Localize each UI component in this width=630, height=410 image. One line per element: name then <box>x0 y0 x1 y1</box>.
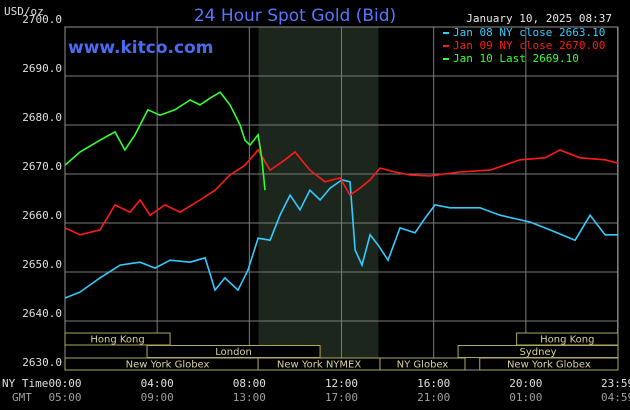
session-label: Hong Kong <box>90 335 144 346</box>
x-tick-label: 08:00 <box>233 377 266 390</box>
price-line <box>64 91 266 191</box>
legend-label: Jan 08 NY close 2663.10 <box>453 26 605 39</box>
gmt-tick-label: 09:00 <box>141 391 174 404</box>
price-line <box>64 148 619 236</box>
session-label: New York Globex <box>126 360 210 371</box>
legend-label: Jan 10 Last 2669.10 <box>453 52 579 65</box>
y-tick-label: 2660.0 <box>22 209 62 222</box>
gmt-tick-label: 01:00 <box>509 391 542 404</box>
watermark: www.kitco.com <box>68 38 213 58</box>
time-zone-label: NY Time <box>2 377 48 390</box>
legend-label: Jan 09 NY close 2670.00 <box>453 39 605 52</box>
x-tick-label: 00:00 <box>48 377 81 390</box>
y-tick-label: 2690.0 <box>22 62 62 75</box>
y-tick-label: 2680.0 <box>22 111 62 124</box>
session-box <box>64 332 171 346</box>
x-tick-label: 23:59 <box>601 377 630 390</box>
y-tick-label: 2650.0 <box>22 258 62 271</box>
x-tick-label: 16:00 <box>417 377 450 390</box>
unit-label: USD/oz <box>4 5 44 18</box>
session-box <box>479 357 619 371</box>
session-label: Hong Kong <box>540 335 594 346</box>
session-label: London <box>215 347 252 358</box>
x-tick-label: 04:00 <box>141 377 174 390</box>
chart-title: 24 Hour Spot Gold (Bid) <box>194 6 396 26</box>
price-line <box>64 179 618 299</box>
x-tick-label: 12:00 <box>325 377 358 390</box>
y-tick-label: 2640.0 <box>22 307 62 320</box>
y-tick-label: 2670.0 <box>22 160 62 173</box>
x-tick-label: 20:00 <box>509 377 542 390</box>
gmt-tick-label: 13:00 <box>233 391 266 404</box>
y-tick-label: 2700.0 <box>22 13 62 26</box>
gmt-tick-label: 21:00 <box>417 391 450 404</box>
gmt-tick-label: 17:00 <box>325 391 358 404</box>
session-label: New York Globex <box>507 360 591 371</box>
session-label: Sydney <box>520 347 557 358</box>
timestamp: January 10, 2025 08:37 <box>466 12 612 25</box>
gmt-tick-label: 04:59 <box>601 391 630 404</box>
time-zone-label: GMT <box>12 391 32 404</box>
session-box <box>379 357 466 371</box>
gmt-tick-label: 05:00 <box>48 391 81 404</box>
session-label: NY Globex <box>397 360 449 371</box>
y-tick-label: 2630.0 <box>22 356 62 369</box>
session-label: New York NYMEX <box>277 360 362 371</box>
